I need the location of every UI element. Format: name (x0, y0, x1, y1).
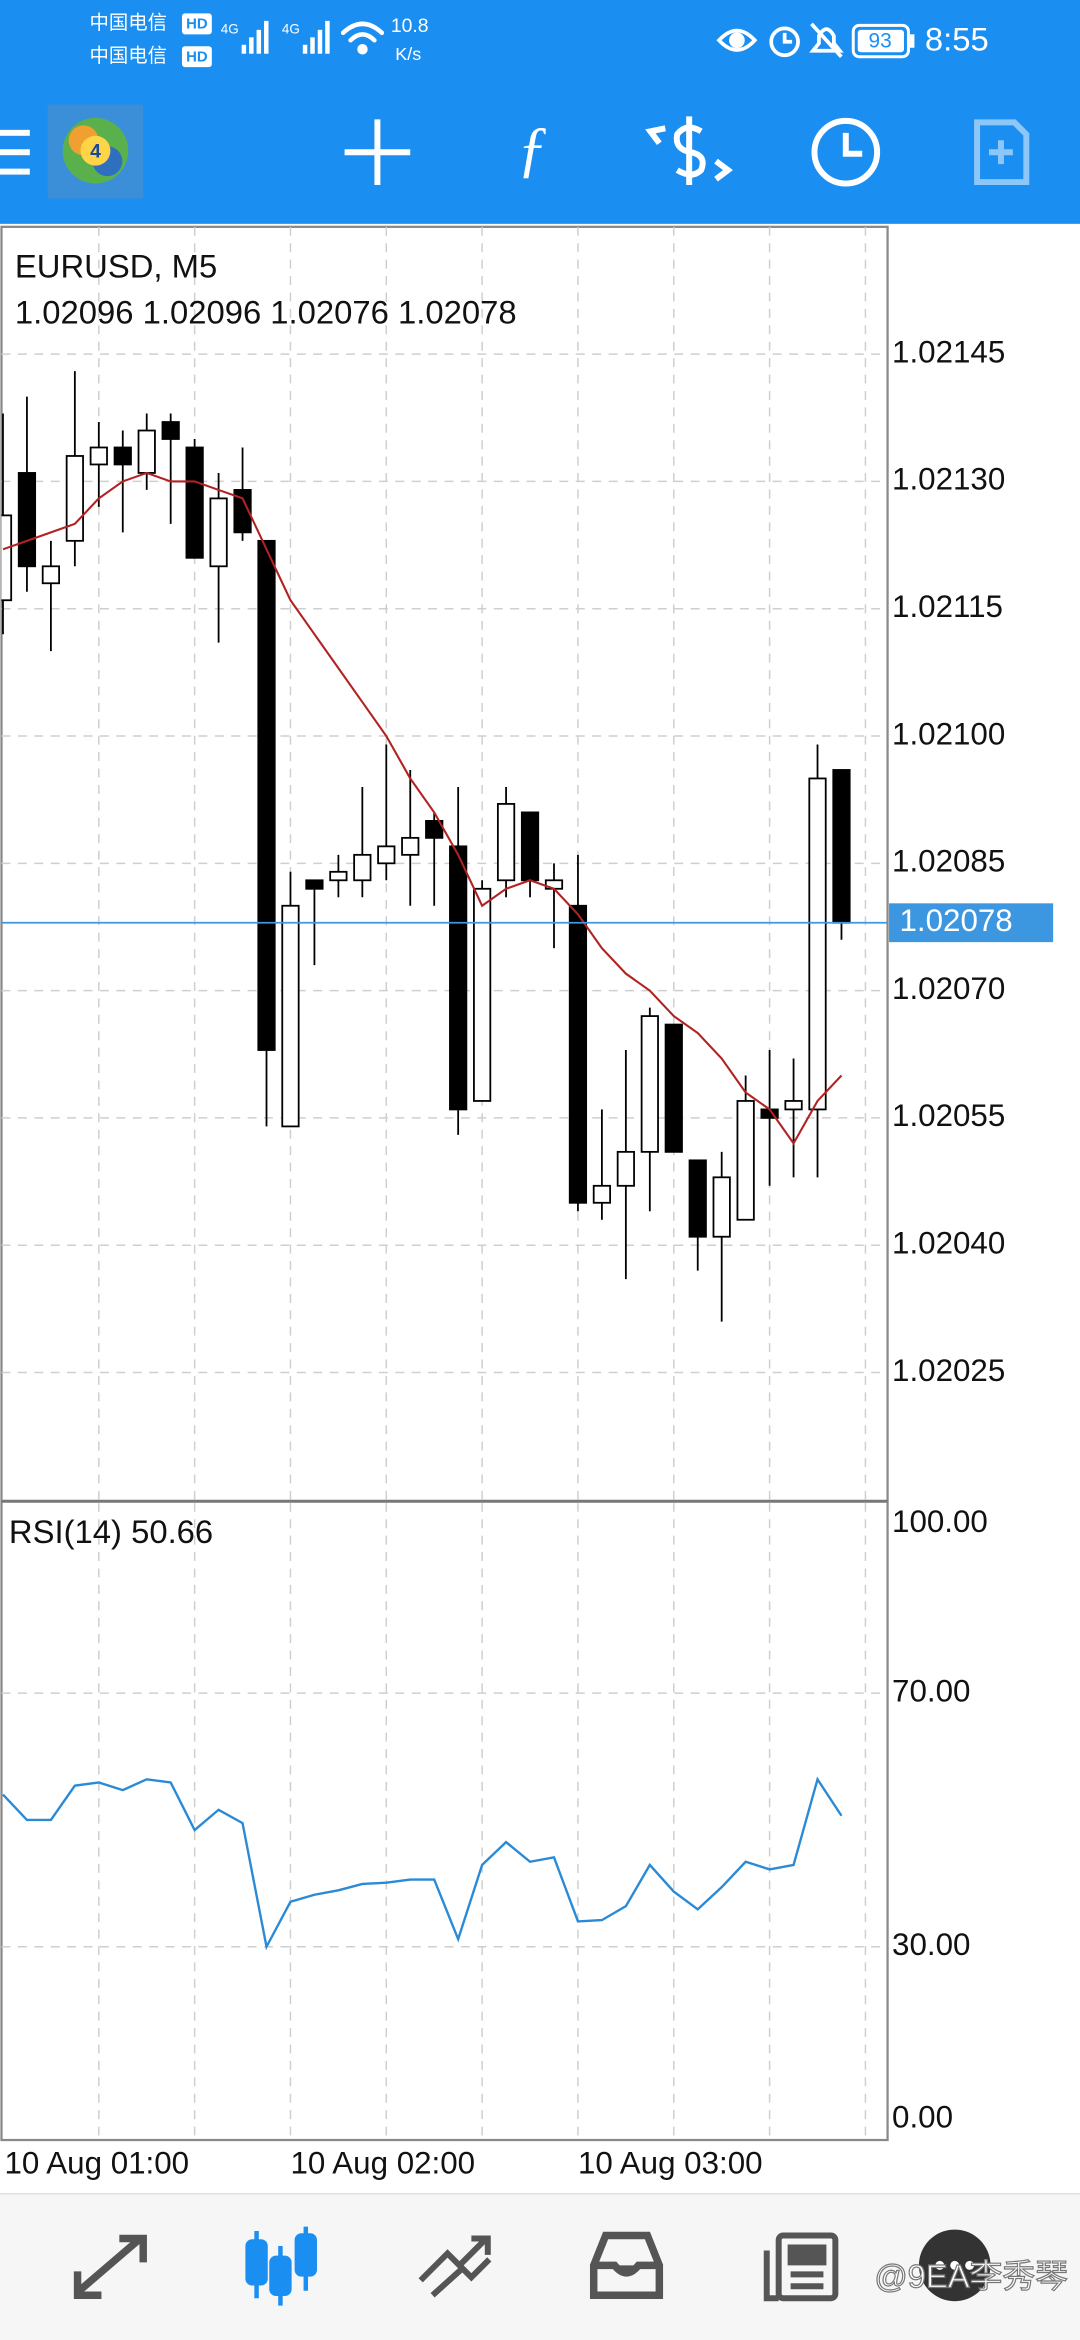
candle-body (305, 879, 324, 890)
battery-tip (909, 34, 915, 48)
y-tick-label: 1.02100 (892, 716, 1005, 751)
network-type: 4G (282, 21, 300, 36)
timeframe-button[interactable] (811, 117, 881, 187)
candle-body (17, 472, 37, 568)
candle-body (209, 497, 228, 568)
network-type: 4G (221, 21, 239, 36)
candle-body (784, 1100, 803, 1111)
candle-body (353, 853, 372, 882)
chart-subtitle: 1.02096 1.02096 1.02076 1.02078 (15, 294, 517, 331)
candle-body (161, 421, 180, 440)
battery-level (857, 29, 904, 53)
y-tick-label: 1.02040 (892, 1225, 1005, 1260)
y-tick-label: 1.02070 (892, 971, 1005, 1006)
current-price-label: 1.02078 (900, 903, 1013, 938)
status-icons (716, 22, 844, 58)
candle-body (568, 904, 588, 1204)
candle-body (257, 539, 276, 1051)
x-tick-label: 10 Aug 02:00 (290, 2146, 475, 2181)
current-price-box (889, 903, 1054, 943)
moving-average (2, 471, 843, 1146)
rsi-line (2, 1776, 843, 1951)
watermark: @9EA李秀琴 (874, 2257, 1068, 2294)
hd-badge (181, 46, 212, 68)
candle-body (808, 777, 827, 1111)
new-order-button[interactable] (974, 119, 1030, 186)
y-tick-label: 1.02085 (892, 844, 1005, 879)
crosshair-button[interactable] (344, 119, 411, 186)
clock: 8:55 (925, 20, 989, 57)
y-tick-label: 1.02055 (892, 1098, 1005, 1133)
candle-body (185, 446, 204, 559)
chart-tab[interactable] (245, 2226, 317, 2306)
candle-body (89, 446, 108, 466)
candle-body (640, 1015, 659, 1153)
news-tab[interactable] (763, 2232, 839, 2302)
net-speed-unit: K/s (395, 44, 421, 64)
history-tab[interactable] (589, 2231, 664, 2299)
rsi-title: RSI(14) 50.66 (9, 1513, 213, 1550)
candle-body (592, 1184, 612, 1204)
candle-body (65, 455, 84, 542)
y-tick-label: 100.00 (892, 1504, 988, 1539)
candle-body (401, 836, 420, 856)
x-tick-label: 10 Aug 01:00 (4, 2146, 189, 2181)
app-icon[interactable]: 4 (47, 104, 144, 199)
hd-label: HD (186, 16, 208, 33)
candle-body (712, 1176, 731, 1238)
candle-body (329, 870, 348, 882)
toolbar: 4 ƒ (0, 104, 1030, 199)
trade-button[interactable] (645, 116, 733, 186)
candle-body (688, 1159, 707, 1238)
candle-body (1, 514, 13, 602)
carrier: 中国电信 (90, 12, 167, 34)
candle-body (113, 446, 132, 466)
net-speed: 10.8 (391, 15, 429, 37)
svg-text:4: 4 (90, 140, 101, 162)
quotes-tab[interactable] (73, 2234, 147, 2299)
x-tick-label: 10 Aug 03:00 (578, 2146, 763, 2181)
y-tick-label: 0.00 (892, 2099, 953, 2134)
hd-badge (181, 13, 212, 35)
candle-body (137, 429, 156, 474)
signal-icon (241, 20, 269, 54)
candle-body (233, 489, 252, 534)
candle-body (377, 845, 396, 865)
status-bar: 中国电信 中国电信 HD HD 4G 4G 10.8 K/s 93 8:55 (90, 12, 989, 68)
hd-label: HD (186, 48, 208, 65)
bottom-nav (0, 2193, 1080, 2340)
candle-body (496, 803, 516, 882)
candle-body (449, 845, 468, 1111)
candle-body (520, 811, 540, 882)
y-tick-label: 1.02025 (892, 1353, 1005, 1388)
y-tick-label: 1.02115 (892, 589, 1003, 624)
y-tick-label: 70.00 (892, 1673, 970, 1708)
battery-percent: 93 (868, 29, 891, 52)
menu-button[interactable] (0, 129, 30, 175)
y-tick-label: 1.02130 (892, 462, 1005, 497)
candle-body (473, 887, 492, 1102)
indicators-button[interactable]: ƒ (517, 114, 548, 184)
signal-icon (302, 20, 330, 54)
y-tick-label: 1.02145 (892, 334, 1005, 369)
y-tick-label: 30.00 (892, 1927, 970, 1962)
candle-body (41, 565, 60, 585)
candle-body (425, 819, 444, 839)
candle-body (664, 1023, 683, 1153)
wifi-icon (340, 21, 385, 55)
candle-body (736, 1100, 755, 1221)
carrier: 中国电信 (90, 45, 167, 67)
candle-body (616, 1150, 635, 1187)
candle-body (281, 904, 300, 1128)
chart-title: EURUSD, M5 (15, 247, 217, 284)
trade-tab[interactable] (418, 2235, 492, 2298)
battery-icon (851, 23, 910, 59)
candle-body (832, 769, 851, 924)
chat-tab[interactable] (918, 2229, 991, 2302)
